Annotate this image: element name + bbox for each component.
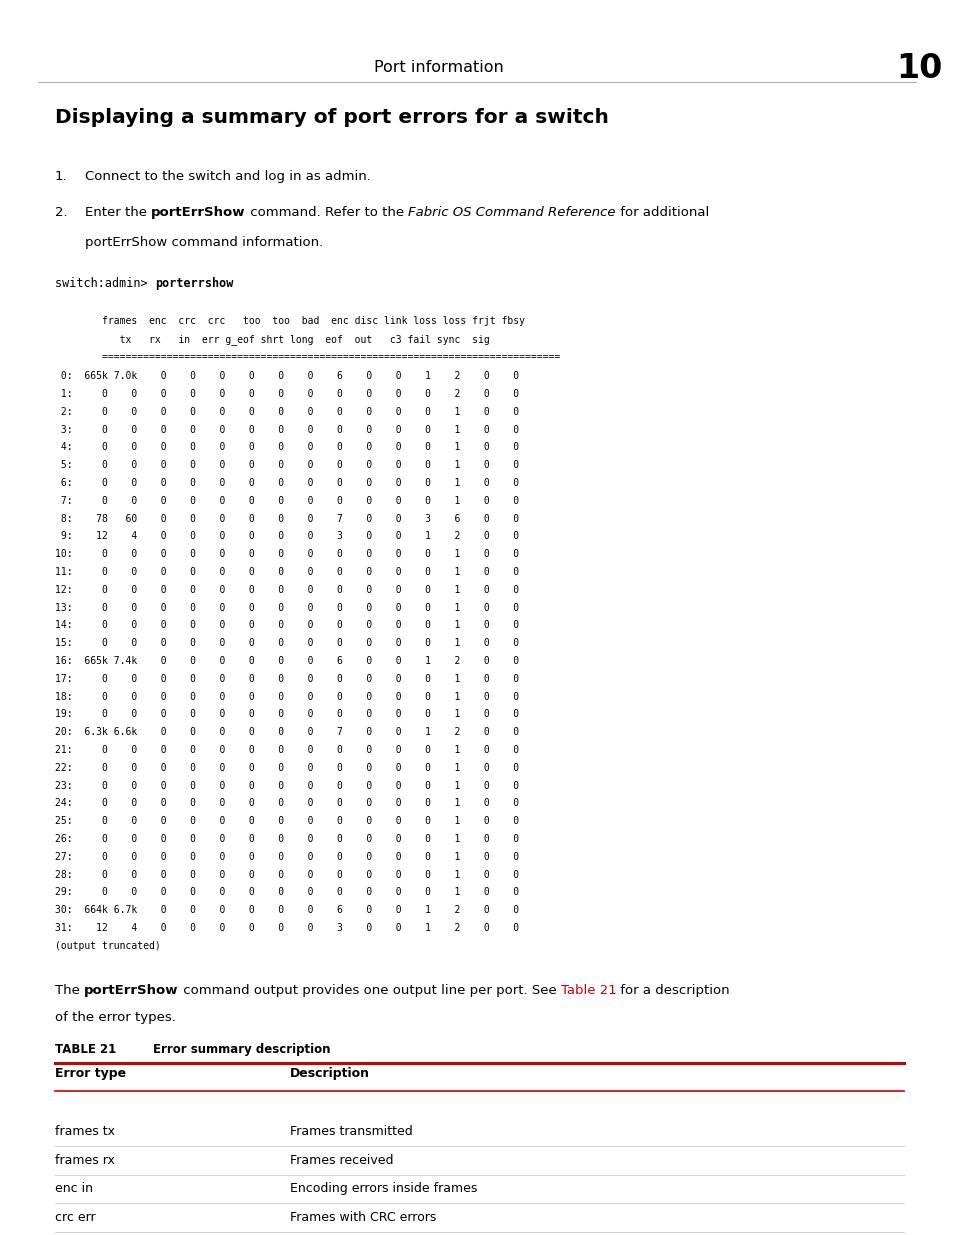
Text: 19:     0    0    0    0    0    0    0    0    0    0    0    0    1    0    0: 19: 0 0 0 0 0 0 0 0 0 0 0 0 1 0 0: [55, 709, 518, 719]
Text: 5:     0    0    0    0    0    0    0    0    0    0    0    0    1    0    0: 5: 0 0 0 0 0 0 0 0 0 0 0 0 1 0 0: [55, 461, 518, 471]
Text: for additional: for additional: [615, 206, 708, 219]
Text: command. Refer to the: command. Refer to the: [246, 206, 408, 219]
Text: 31:    12    4    0    0    0    0    0    0    3    0    0    1    2    0    0: 31: 12 4 0 0 0 0 0 0 3 0 0 1 2 0 0: [55, 923, 518, 932]
Text: Encoding errors inside frames: Encoding errors inside frames: [290, 1182, 476, 1195]
Text: 3:     0    0    0    0    0    0    0    0    0    0    0    0    1    0    0: 3: 0 0 0 0 0 0 0 0 0 0 0 0 1 0 0: [55, 425, 518, 435]
Text: 17:     0    0    0    0    0    0    0    0    0    0    0    0    1    0    0: 17: 0 0 0 0 0 0 0 0 0 0 0 0 1 0 0: [55, 674, 518, 684]
Text: 23:     0    0    0    0    0    0    0    0    0    0    0    0    1    0    0: 23: 0 0 0 0 0 0 0 0 0 0 0 0 1 0 0: [55, 781, 518, 790]
Text: 28:     0    0    0    0    0    0    0    0    0    0    0    0    1    0    0: 28: 0 0 0 0 0 0 0 0 0 0 0 0 1 0 0: [55, 869, 518, 879]
Text: 29:     0    0    0    0    0    0    0    0    0    0    0    0    1    0    0: 29: 0 0 0 0 0 0 0 0 0 0 0 0 1 0 0: [55, 888, 518, 898]
Text: Error type: Error type: [55, 1067, 126, 1079]
Text: of the error types.: of the error types.: [55, 1010, 175, 1024]
Text: 30:  664k 6.7k    0    0    0    0    0    0    6    0    0    1    2    0    0: 30: 664k 6.7k 0 0 0 0 0 0 6 0 0 1 2 0 0: [55, 905, 518, 915]
Text: Port information: Port information: [374, 61, 503, 75]
Text: 10: 10: [895, 52, 942, 85]
Text: Frames received: Frames received: [290, 1153, 393, 1167]
Text: 20:  6.3k 6.6k    0    0    0    0    0    0    7    0    0    1    2    0    0: 20: 6.3k 6.6k 0 0 0 0 0 0 7 0 0 1 2 0 0: [55, 727, 518, 737]
Text: porterrshow: porterrshow: [154, 277, 233, 290]
Text: (output truncated): (output truncated): [55, 941, 161, 951]
Text: 12:     0    0    0    0    0    0    0    0    0    0    0    0    1    0    0: 12: 0 0 0 0 0 0 0 0 0 0 0 0 1 0 0: [55, 585, 518, 595]
Text: 27:     0    0    0    0    0    0    0    0    0    0    0    0    1    0    0: 27: 0 0 0 0 0 0 0 0 0 0 0 0 1 0 0: [55, 852, 518, 862]
Text: 0:  665k 7.0k    0    0    0    0    0    0    6    0    0    1    2    0    0: 0: 665k 7.0k 0 0 0 0 0 0 6 0 0 1 2 0 0: [55, 372, 518, 382]
Text: 14:     0    0    0    0    0    0    0    0    0    0    0    0    1    0    0: 14: 0 0 0 0 0 0 0 0 0 0 0 0 1 0 0: [55, 620, 518, 630]
Text: portErrShow: portErrShow: [152, 206, 246, 219]
Text: tx   rx   in  err g_eof shrt long  eof  out   c3 fail sync  sig: tx rx in err g_eof shrt long eof out c3 …: [55, 333, 489, 345]
Text: 21:     0    0    0    0    0    0    0    0    0    0    0    0    1    0    0: 21: 0 0 0 0 0 0 0 0 0 0 0 0 1 0 0: [55, 745, 518, 755]
Text: portErrShow: portErrShow: [84, 983, 178, 997]
Text: Connect to the switch and log in as admin.: Connect to the switch and log in as admi…: [85, 170, 371, 183]
Text: Error summary description: Error summary description: [152, 1042, 330, 1056]
Text: 1.: 1.: [55, 170, 68, 183]
Text: 10:     0    0    0    0    0    0    0    0    0    0    0    0    1    0    0: 10: 0 0 0 0 0 0 0 0 0 0 0 0 1 0 0: [55, 550, 518, 559]
Text: frames rx: frames rx: [55, 1153, 114, 1167]
Text: Frames transmitted: Frames transmitted: [290, 1125, 413, 1139]
Text: 25:     0    0    0    0    0    0    0    0    0    0    0    0    1    0    0: 25: 0 0 0 0 0 0 0 0 0 0 0 0 1 0 0: [55, 816, 518, 826]
Text: 1:     0    0    0    0    0    0    0    0    0    0    0    0    2    0    0: 1: 0 0 0 0 0 0 0 0 0 0 0 0 2 0 0: [55, 389, 518, 399]
Text: portErrShow command information.: portErrShow command information.: [85, 236, 323, 249]
Text: Displaying a summary of port errors for a switch: Displaying a summary of port errors for …: [55, 107, 608, 127]
Text: frames  enc  crc  crc   too  too  bad  enc disc link loss loss frjt fbsy: frames enc crc crc too too bad enc disc …: [55, 316, 524, 326]
Text: 2.: 2.: [55, 206, 68, 219]
Text: command output provides one output line per port. See: command output provides one output line …: [178, 983, 560, 997]
Text: TABLE 21: TABLE 21: [55, 1042, 116, 1056]
Text: ==============================================================================: ========================================…: [55, 352, 559, 362]
Text: Enter the: Enter the: [85, 206, 152, 219]
Text: Fabric OS Command Reference: Fabric OS Command Reference: [408, 206, 615, 219]
Text: 22:     0    0    0    0    0    0    0    0    0    0    0    0    1    0    0: 22: 0 0 0 0 0 0 0 0 0 0 0 0 1 0 0: [55, 763, 518, 773]
Text: 15:     0    0    0    0    0    0    0    0    0    0    0    0    1    0    0: 15: 0 0 0 0 0 0 0 0 0 0 0 0 1 0 0: [55, 638, 518, 648]
Text: 2:     0    0    0    0    0    0    0    0    0    0    0    0    1    0    0: 2: 0 0 0 0 0 0 0 0 0 0 0 0 1 0 0: [55, 406, 518, 416]
Text: 24:     0    0    0    0    0    0    0    0    0    0    0    0    1    0    0: 24: 0 0 0 0 0 0 0 0 0 0 0 0 1 0 0: [55, 798, 518, 809]
Text: Description: Description: [290, 1067, 370, 1079]
Text: 9:    12    4    0    0    0    0    0    0    3    0    0    1    2    0    0: 9: 12 4 0 0 0 0 0 0 3 0 0 1 2 0 0: [55, 531, 518, 541]
Text: 6:     0    0    0    0    0    0    0    0    0    0    0    0    1    0    0: 6: 0 0 0 0 0 0 0 0 0 0 0 0 1 0 0: [55, 478, 518, 488]
Text: 13:     0    0    0    0    0    0    0    0    0    0    0    0    1    0    0: 13: 0 0 0 0 0 0 0 0 0 0 0 0 1 0 0: [55, 603, 518, 613]
Text: 8:    78   60    0    0    0    0    0    0    7    0    0    3    6    0    0: 8: 78 60 0 0 0 0 0 0 7 0 0 3 6 0 0: [55, 514, 518, 524]
Text: 11:     0    0    0    0    0    0    0    0    0    0    0    0    1    0    0: 11: 0 0 0 0 0 0 0 0 0 0 0 0 1 0 0: [55, 567, 518, 577]
Text: for a description: for a description: [616, 983, 729, 997]
Text: 26:     0    0    0    0    0    0    0    0    0    0    0    0    1    0    0: 26: 0 0 0 0 0 0 0 0 0 0 0 0 1 0 0: [55, 834, 518, 844]
Text: frames tx: frames tx: [55, 1125, 115, 1139]
Text: 7:     0    0    0    0    0    0    0    0    0    0    0    0    1    0    0: 7: 0 0 0 0 0 0 0 0 0 0 0 0 1 0 0: [55, 495, 518, 506]
Text: Table 21: Table 21: [560, 983, 616, 997]
Text: crc err: crc err: [55, 1210, 95, 1224]
Text: 18:     0    0    0    0    0    0    0    0    0    0    0    0    1    0    0: 18: 0 0 0 0 0 0 0 0 0 0 0 0 1 0 0: [55, 692, 518, 701]
Text: 16:  665k 7.4k    0    0    0    0    0    0    6    0    0    1    2    0    0: 16: 665k 7.4k 0 0 0 0 0 0 6 0 0 1 2 0 0: [55, 656, 518, 666]
Text: The: The: [55, 983, 84, 997]
Text: Frames with CRC errors: Frames with CRC errors: [290, 1210, 436, 1224]
Text: switch:admin>: switch:admin>: [55, 277, 154, 290]
Text: 4:     0    0    0    0    0    0    0    0    0    0    0    0    1    0    0: 4: 0 0 0 0 0 0 0 0 0 0 0 0 1 0 0: [55, 442, 518, 452]
Text: enc in: enc in: [55, 1182, 92, 1195]
